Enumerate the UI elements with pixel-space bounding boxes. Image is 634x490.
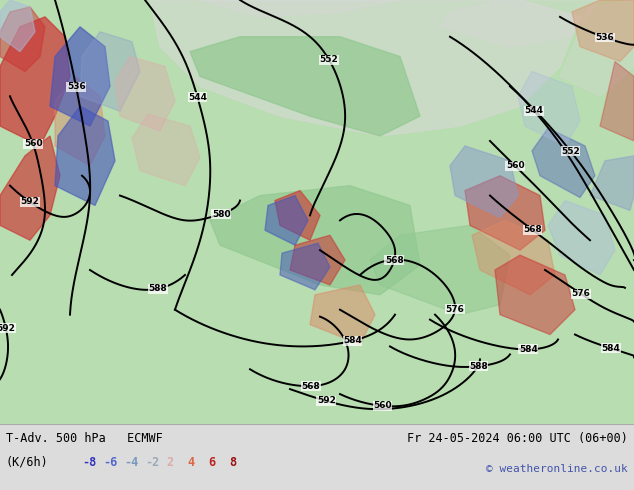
Text: T-Adv. 500 hPa   ECMWF: T-Adv. 500 hPa ECMWF [6,432,163,445]
Polygon shape [115,56,175,131]
Text: -6: -6 [103,456,117,469]
Text: -8: -8 [82,456,96,469]
Text: (K/6h): (K/6h) [6,456,49,469]
Text: 544: 544 [188,93,207,101]
Polygon shape [0,17,70,146]
Text: 544: 544 [525,106,543,116]
Text: 584: 584 [343,336,362,345]
Text: 568: 568 [385,256,404,265]
Text: 592: 592 [317,396,335,405]
Text: 8: 8 [229,456,236,469]
Text: 536: 536 [67,82,86,92]
Polygon shape [80,32,140,111]
Text: 592: 592 [0,324,15,333]
Polygon shape [370,225,510,315]
Text: 592: 592 [20,197,39,206]
Text: 584: 584 [602,344,621,353]
Text: 560: 560 [506,161,524,171]
Text: -2: -2 [145,456,159,469]
Polygon shape [518,72,580,146]
Polygon shape [440,0,600,47]
Polygon shape [600,62,634,141]
Text: 576: 576 [571,289,590,298]
Text: -4: -4 [124,456,138,469]
Polygon shape [495,255,575,335]
Text: 580: 580 [212,210,231,219]
Text: 568: 568 [301,382,320,391]
Polygon shape [55,106,115,205]
Polygon shape [0,7,45,72]
Text: Fr 24-05-2024 06:00 UTC (06+00): Fr 24-05-2024 06:00 UTC (06+00) [407,432,628,445]
Polygon shape [560,0,634,96]
Polygon shape [190,37,420,136]
Polygon shape [590,156,634,210]
Polygon shape [280,243,330,290]
Polygon shape [572,0,634,62]
Text: 560: 560 [373,401,392,411]
Polygon shape [472,220,555,295]
Polygon shape [450,146,518,218]
Text: © weatheronline.co.uk: © weatheronline.co.uk [486,464,628,474]
Polygon shape [548,200,615,275]
Polygon shape [265,196,308,245]
Text: 568: 568 [523,225,542,234]
Text: 4: 4 [187,456,194,469]
Polygon shape [132,114,200,186]
Polygon shape [310,285,375,344]
Text: 588: 588 [148,284,167,294]
Text: 588: 588 [469,362,488,371]
Polygon shape [200,0,400,17]
Text: 2: 2 [166,456,173,469]
Polygon shape [275,191,320,240]
Polygon shape [465,176,545,250]
Polygon shape [50,27,110,126]
Text: 552: 552 [320,55,339,64]
Text: 6: 6 [208,456,215,469]
Text: 576: 576 [446,305,465,314]
Polygon shape [55,76,105,166]
Polygon shape [0,0,35,51]
Polygon shape [150,0,580,136]
Polygon shape [210,186,420,295]
Polygon shape [290,235,345,285]
Text: 560: 560 [23,139,42,148]
Text: 536: 536 [596,33,614,42]
Polygon shape [0,136,60,240]
Polygon shape [532,128,595,197]
Text: 552: 552 [561,147,580,156]
Text: 584: 584 [519,345,538,354]
